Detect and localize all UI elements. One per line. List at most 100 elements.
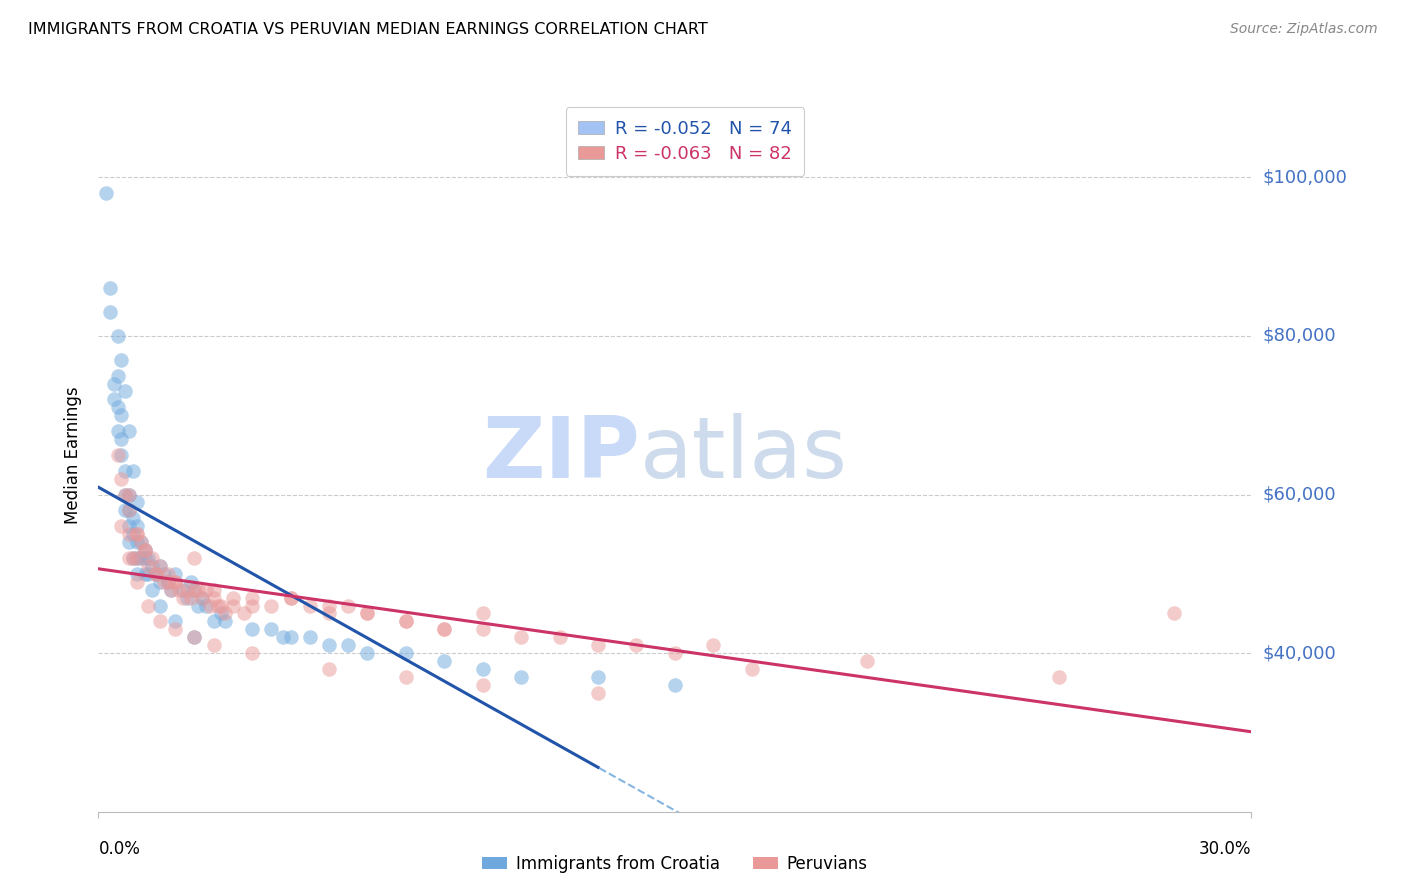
Point	[149, 574, 172, 589]
Point	[110, 472, 132, 486]
Point	[471, 662, 494, 676]
Point	[118, 487, 141, 501]
Point	[510, 630, 533, 644]
Point	[318, 638, 340, 652]
Point	[122, 464, 145, 478]
Point	[356, 646, 378, 660]
Point	[141, 582, 163, 597]
Point	[107, 401, 129, 415]
Y-axis label: Median Earnings: Median Earnings	[65, 386, 83, 524]
Point	[1163, 607, 1185, 621]
Point	[318, 607, 340, 621]
Point	[395, 670, 418, 684]
Point	[125, 519, 148, 533]
Point	[298, 630, 321, 644]
Point	[337, 638, 360, 652]
Point	[125, 551, 148, 566]
Point	[337, 599, 360, 613]
Point	[586, 638, 609, 652]
Point	[129, 535, 152, 549]
Point	[122, 527, 145, 541]
Point	[118, 551, 141, 566]
Point	[471, 607, 494, 621]
Point	[202, 591, 225, 605]
Point	[222, 599, 245, 613]
Point	[202, 615, 225, 629]
Point	[118, 487, 141, 501]
Point	[152, 566, 174, 581]
Point	[187, 582, 209, 597]
Point	[125, 527, 148, 541]
Point	[471, 623, 494, 637]
Point	[187, 599, 209, 613]
Point	[114, 487, 136, 501]
Point	[664, 646, 686, 660]
Point	[214, 615, 236, 629]
Point	[176, 582, 198, 597]
Point	[586, 670, 609, 684]
Legend: R = -0.052   N = 74, R = -0.063   N = 82: R = -0.052 N = 74, R = -0.063 N = 82	[565, 107, 804, 176]
Point	[548, 630, 571, 644]
Point	[107, 368, 129, 383]
Point	[240, 646, 263, 660]
Point	[240, 599, 263, 613]
Point	[318, 662, 340, 676]
Point	[165, 623, 187, 637]
Point	[103, 392, 125, 407]
Point	[433, 654, 456, 668]
Point	[118, 519, 141, 533]
Point	[160, 582, 183, 597]
Point	[183, 630, 205, 644]
Point	[586, 686, 609, 700]
Point	[433, 623, 456, 637]
Point	[125, 535, 148, 549]
Point	[209, 599, 232, 613]
Point	[702, 638, 724, 652]
Point	[138, 551, 160, 566]
Point	[433, 623, 456, 637]
Point	[260, 623, 283, 637]
Point	[114, 384, 136, 399]
Point	[271, 630, 294, 644]
Point	[172, 582, 194, 597]
Point	[172, 591, 194, 605]
Point	[98, 281, 121, 295]
Point	[195, 582, 218, 597]
Point	[167, 582, 190, 597]
Point	[191, 591, 214, 605]
Point	[260, 599, 283, 613]
Text: $80,000: $80,000	[1263, 327, 1336, 345]
Point	[125, 527, 148, 541]
Point	[152, 574, 174, 589]
Point	[183, 582, 205, 597]
Point	[110, 409, 132, 423]
Point	[180, 574, 202, 589]
Point	[134, 543, 156, 558]
Point	[138, 558, 160, 573]
Point	[395, 615, 418, 629]
Point	[114, 487, 136, 501]
Point	[471, 678, 494, 692]
Point	[183, 582, 205, 597]
Point	[165, 615, 187, 629]
Point	[134, 551, 156, 566]
Text: IMMIGRANTS FROM CROATIA VS PERUVIAN MEDIAN EARNINGS CORRELATION CHART: IMMIGRANTS FROM CROATIA VS PERUVIAN MEDI…	[28, 22, 707, 37]
Point	[280, 591, 302, 605]
Point	[149, 615, 172, 629]
Point	[318, 599, 340, 613]
Point	[202, 638, 225, 652]
Point	[122, 551, 145, 566]
Point	[183, 551, 205, 566]
Point	[138, 566, 160, 581]
Point	[145, 566, 167, 581]
Point	[856, 654, 879, 668]
Point	[207, 599, 229, 613]
Point	[118, 503, 141, 517]
Point	[103, 376, 125, 391]
Point	[145, 566, 167, 581]
Point	[202, 582, 225, 597]
Point	[280, 591, 302, 605]
Point	[180, 591, 202, 605]
Point	[156, 566, 179, 581]
Point	[118, 424, 141, 438]
